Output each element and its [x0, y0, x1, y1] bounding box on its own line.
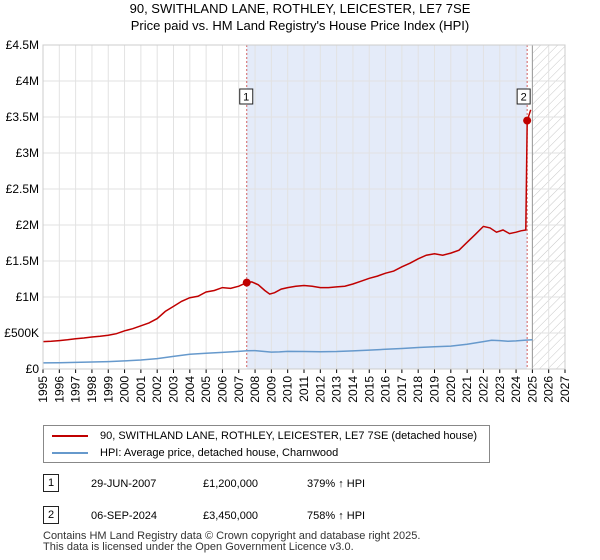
x-tick-label: 2008 — [248, 376, 262, 403]
chart-title-block: 90, SWITHLAND LANE, ROTHLEY, LEICESTER, … — [0, 0, 600, 34]
y-tick-label: £1M — [16, 290, 39, 304]
x-tick-label: 2026 — [542, 376, 556, 403]
series-line-hpi — [42, 339, 533, 364]
transaction-price: £1,200,000 — [203, 478, 259, 490]
y-tick-label: £4.5M — [6, 38, 39, 52]
transaction-date: 06-SEP-2024 — [91, 510, 158, 522]
series-line-price-paid — [42, 109, 532, 343]
x-tick-label: 2010 — [281, 376, 295, 403]
x-tick-label: 2005 — [199, 376, 213, 403]
x-axis-ticks: 1995 1996 1997 1998 1999 2000 2001 2002 2003 2004… — [36, 369, 572, 403]
transaction-hpi-change: 758% ↑ HPI — [307, 510, 366, 522]
ownership-period-shade — [246, 45, 528, 369]
plot-frame — [42, 44, 566, 370]
chart-subtitle: Price paid vs. HM Land Registry's House … — [130, 18, 470, 33]
chart-legend: 90, SWITHLAND LANE, ROTHLEY, LEICESTER, … — [43, 425, 490, 463]
x-tick-label: 2007 — [232, 376, 246, 403]
x-tick-label: 2019 — [428, 376, 442, 403]
x-tick-label: 2015 — [362, 376, 376, 403]
x-tick-label: 2011 — [297, 376, 311, 402]
sale-points — [242, 116, 532, 287]
y-tick-label: £0 — [26, 362, 40, 376]
x-tick-label: 2006 — [215, 376, 229, 403]
y-axis-ticks: £0 £500K £1M £1.5M £2M £2.5M £3M £3.5M £4M £4.5M — [4, 38, 39, 376]
transaction-badge: 1 — [43, 474, 59, 492]
annotation-badge-box — [239, 88, 254, 105]
x-tick-label: 2023 — [493, 376, 507, 403]
annotation-badge-label: 2 — [521, 92, 527, 104]
x-tick-label: 2018 — [411, 376, 425, 403]
legend-label-hpi: HPI: Average price, detached house, Char… — [100, 447, 339, 459]
x-tick-label: 2003 — [167, 376, 181, 403]
annotation-badge-box — [516, 88, 531, 105]
sale-point-1 — [242, 278, 251, 287]
footer-line-1: Contains HM Land Registry data © Crown c… — [43, 530, 421, 542]
transaction-price: £3,450,000 — [203, 510, 259, 522]
x-tick-label: 2025 — [525, 376, 539, 403]
y-tick-label: £1.5M — [6, 254, 39, 268]
sale-point-2 — [523, 116, 532, 125]
y-tick-label: £2.5M — [6, 182, 39, 196]
x-tick-label: 2002 — [150, 376, 164, 403]
transaction-badge: 2 — [43, 506, 59, 524]
x-tick-label: 1995 — [36, 376, 50, 403]
legend-swatch-price-paid — [52, 435, 88, 437]
x-tick-label: 2009 — [264, 376, 278, 403]
chart-title: 90, SWITHLAND LANE, ROTHLEY, LEICESTER, … — [129, 1, 471, 16]
legend-label-price-paid: 90, SWITHLAND LANE, ROTHLEY, LEICESTER, … — [100, 430, 478, 442]
x-tick-label: 2021 — [460, 376, 474, 403]
x-tick-label: 2017 — [395, 376, 409, 403]
y-tick-label: £3.5M — [6, 110, 39, 124]
x-tick-label: 2027 — [558, 376, 572, 403]
x-tick-label: 2016 — [379, 376, 393, 403]
annotation-badge-label: 1 — [243, 92, 249, 104]
x-tick-label: 2001 — [134, 376, 148, 403]
footer-attribution: Contains HM Land Registry data © Crown c… — [43, 531, 420, 553]
x-tick-label: 1996 — [52, 376, 66, 403]
x-tick-label: 2014 — [346, 376, 360, 403]
x-tick-label: 1999 — [101, 376, 115, 403]
x-tick-label: 1997 — [69, 376, 83, 403]
x-tick-label: 1998 — [85, 376, 99, 403]
x-tick-label: 2013 — [330, 376, 344, 403]
x-tick-label: 2022 — [476, 376, 490, 403]
y-tick-label: £500K — [4, 326, 39, 340]
y-tick-label: £2M — [16, 218, 39, 232]
footer-line-2: This data is licensed under the Open Gov… — [43, 541, 354, 553]
grid-lines — [42, 44, 566, 370]
x-tick-label: 2020 — [444, 376, 458, 403]
y-tick-label: £4M — [16, 74, 39, 88]
transaction-date: 29-JUN-2007 — [91, 478, 157, 490]
y-tick-label: £3M — [16, 146, 39, 160]
x-tick-label: 2004 — [183, 376, 197, 403]
transaction-hpi-change: 379% ↑ HPI — [307, 478, 366, 490]
x-tick-label: 2024 — [509, 376, 523, 403]
x-tick-label: 2012 — [313, 376, 327, 403]
x-tick-label: 2000 — [118, 376, 132, 403]
legend-swatch-hpi — [52, 452, 88, 454]
